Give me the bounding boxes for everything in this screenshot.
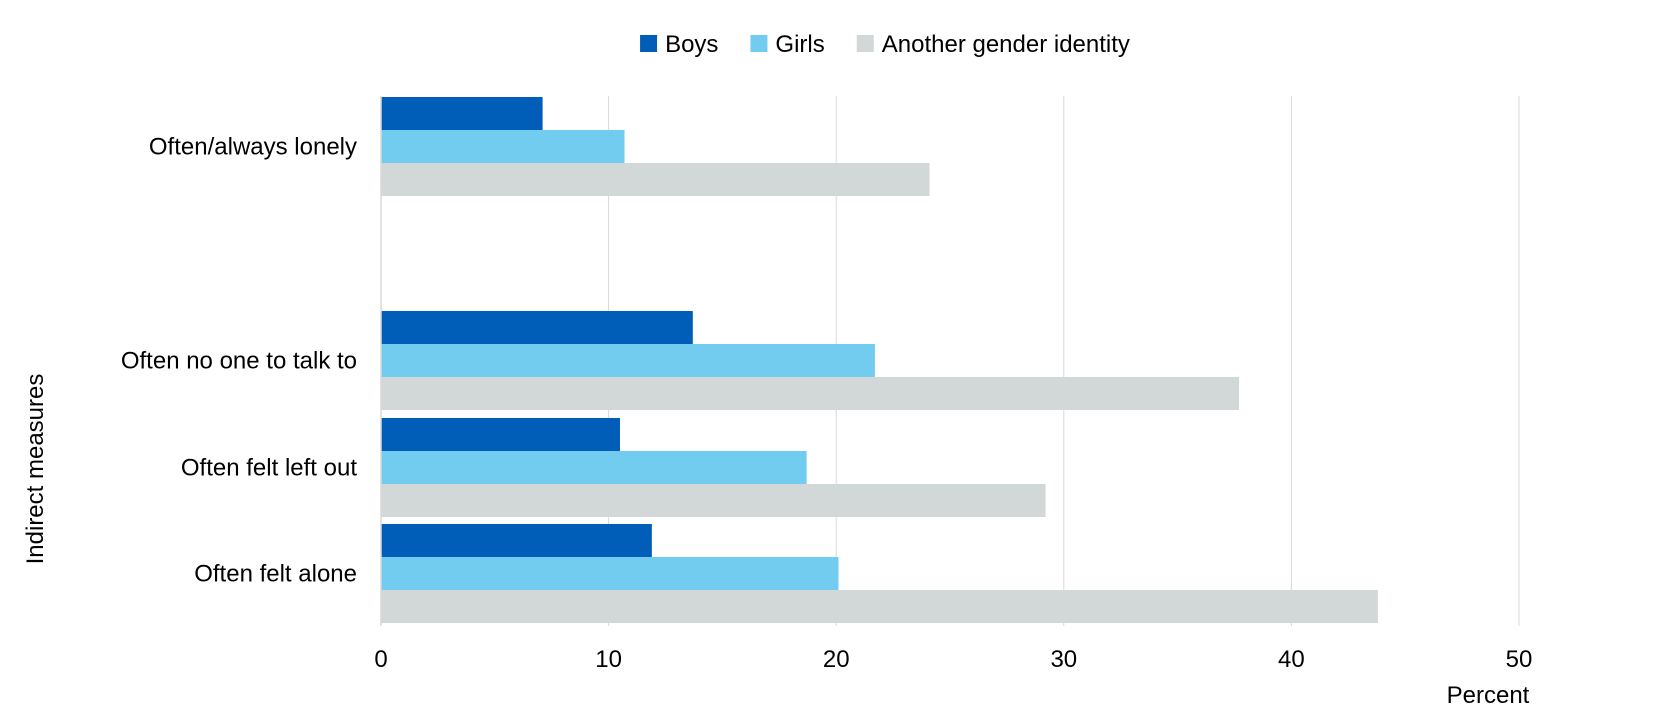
category-label-often-no-one-to-talk-to: Often no one to talk to	[121, 348, 357, 375]
legend: Boys Girls Another gender identity	[640, 31, 1130, 58]
bars	[381, 97, 1378, 623]
bar-girls-often-felt-alone	[381, 557, 839, 590]
x-axis-ticks: 0 10 20 30 40 50	[374, 646, 1532, 673]
legend-swatch-girls	[750, 35, 768, 52]
legend-swatch-another-gender-identity	[856, 35, 874, 52]
legend-swatch-boys	[640, 35, 658, 52]
legend-label-girls: Girls	[775, 31, 824, 58]
x-tick-label: 10	[595, 646, 622, 673]
bar-girls-often-no-one-to-talk-to	[381, 344, 875, 377]
x-tick-label: 40	[1278, 646, 1305, 673]
legend-label-another-gender-identity: Another gender identity	[882, 31, 1130, 58]
x-tick-label: 30	[1050, 646, 1077, 673]
bar-another-gender-identity-often-felt-alone	[381, 590, 1378, 623]
bar-boys-often-always-lonely	[381, 97, 543, 130]
category-label-often-felt-left-out: Often felt left out	[181, 455, 357, 482]
bar-boys-often-no-one-to-talk-to	[381, 311, 693, 344]
bar-another-gender-identity-often-no-one-to-talk-to	[381, 377, 1240, 410]
x-tick-label: 50	[1506, 646, 1533, 673]
x-tick-label: 20	[823, 646, 850, 673]
bar-girls-often-always-lonely	[381, 130, 625, 163]
bar-another-gender-identity-often-felt-left-out	[381, 484, 1046, 517]
category-labels: Often/always lonely Often no one to talk …	[121, 134, 357, 588]
x-axis-title: Percent	[1447, 682, 1530, 709]
bar-another-gender-identity-often-always-lonely	[381, 163, 930, 196]
x-tick-label: 0	[374, 646, 387, 673]
legend-label-boys: Boys	[665, 31, 718, 58]
category-label-often-felt-alone: Often felt alone	[194, 561, 357, 588]
category-label-often-always-lonely: Often/always lonely	[149, 134, 357, 161]
y-axis-title: Indirect measures	[22, 374, 49, 565]
bar-boys-often-felt-alone	[381, 524, 652, 557]
bar-girls-often-felt-left-out	[381, 451, 807, 484]
bar-boys-often-felt-left-out	[381, 418, 620, 451]
